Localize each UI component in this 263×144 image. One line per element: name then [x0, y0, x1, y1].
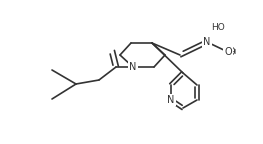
Text: N: N: [129, 62, 137, 72]
Text: N: N: [129, 62, 137, 72]
Text: N: N: [203, 37, 211, 47]
Text: O: O: [228, 47, 236, 57]
Text: HO: HO: [211, 23, 225, 33]
Text: H: H: [230, 49, 235, 55]
Text: O: O: [224, 47, 232, 57]
Text: N: N: [167, 95, 175, 105]
Text: N: N: [203, 37, 211, 47]
